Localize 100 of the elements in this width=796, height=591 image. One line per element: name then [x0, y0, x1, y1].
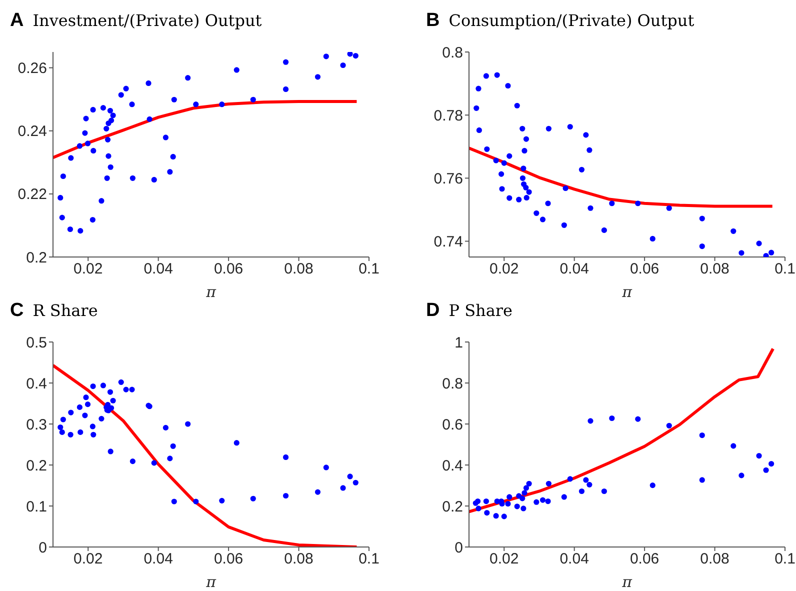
point: [567, 124, 573, 130]
y-tick-label: 1: [454, 334, 463, 352]
point: [78, 228, 84, 234]
point: [768, 250, 774, 256]
point: [756, 240, 762, 246]
point: [483, 498, 490, 504]
point: [151, 460, 157, 466]
y-tick-label: 0.2: [26, 249, 47, 266]
point: [108, 448, 114, 454]
x-tick-label: 0.02: [74, 550, 103, 568]
point: [546, 480, 552, 486]
y-tick-label: 0.76: [434, 170, 463, 188]
point: [83, 116, 89, 122]
point: [90, 106, 96, 113]
point: [90, 216, 96, 223]
point: [578, 488, 585, 494]
line-series: [469, 347, 775, 514]
y-tick-label: 0.4: [442, 457, 463, 474]
point: [123, 86, 129, 92]
point: [352, 52, 358, 59]
point: [171, 96, 177, 102]
x-tick-label: 0.06: [630, 550, 660, 568]
point: [193, 498, 199, 504]
point: [146, 80, 152, 86]
point: [520, 496, 526, 502]
x-tick-label: 0.08: [700, 550, 730, 568]
point: [323, 54, 329, 60]
point: [635, 200, 641, 206]
y-tick-label: 0.22: [18, 186, 47, 204]
point: [540, 497, 546, 503]
point: [151, 176, 157, 183]
point: [494, 72, 500, 78]
y-tick-label: 0.3: [26, 416, 47, 434]
point: [90, 432, 96, 438]
point: [506, 195, 512, 201]
point: [578, 166, 585, 172]
x-tick-label: 0.04: [144, 260, 173, 278]
point: [506, 153, 512, 159]
point: [609, 200, 615, 206]
line-series: [53, 364, 358, 547]
point: [520, 126, 526, 132]
point: [666, 422, 672, 428]
point: [340, 62, 346, 68]
point: [185, 75, 191, 81]
y-tick-label: 0: [454, 539, 463, 556]
y-tick-label: 0.24: [18, 123, 47, 140]
point: [185, 421, 191, 427]
x-axis-title: π: [205, 283, 218, 301]
point: [234, 67, 240, 73]
chart-title: Consumption/(Private) Output: [448, 11, 694, 30]
point: [162, 424, 169, 430]
point: [352, 480, 358, 486]
point: [314, 74, 321, 80]
point: [123, 386, 129, 392]
point: [130, 175, 136, 181]
point: [129, 386, 135, 392]
point: [108, 118, 114, 124]
x-tick-label: 0.1: [774, 260, 796, 278]
point: [523, 136, 530, 142]
point: [763, 252, 769, 257]
point: [474, 498, 481, 504]
point: [219, 102, 225, 108]
x-tick-label: 0.1: [358, 260, 380, 278]
point: [586, 147, 592, 153]
x-tick-label: 0.06: [214, 550, 244, 568]
point: [234, 440, 240, 446]
y-tick-label: 0.6: [442, 416, 463, 434]
point: [76, 143, 82, 149]
point: [59, 214, 65, 220]
x-axis-title: π: [621, 283, 634, 301]
point: [650, 482, 656, 488]
point: [505, 82, 511, 89]
point: [534, 210, 540, 216]
point: [60, 416, 66, 422]
point: [90, 148, 96, 154]
point: [583, 132, 589, 138]
x-axis-title: π: [621, 573, 634, 591]
point: [76, 404, 82, 410]
point: [522, 148, 528, 154]
point: [545, 200, 551, 206]
point: [483, 73, 490, 79]
x-tick-label: 0.1: [358, 550, 380, 568]
point: [516, 196, 522, 202]
point: [499, 186, 505, 192]
point: [59, 429, 65, 435]
line-series: [469, 146, 774, 208]
point: [505, 500, 511, 507]
point: [562, 185, 568, 192]
point: [170, 154, 176, 160]
x-tick-label: 0.04: [144, 550, 173, 568]
y-tick-label: 0.78: [434, 107, 463, 124]
point: [314, 489, 321, 495]
point: [58, 194, 64, 201]
point: [501, 514, 507, 520]
point: [60, 173, 66, 180]
point: [219, 498, 225, 504]
y-tick-label: 0.8: [442, 44, 463, 62]
y-tick-label: 0.2: [26, 457, 47, 474]
point: [250, 96, 256, 102]
point: [67, 226, 74, 232]
